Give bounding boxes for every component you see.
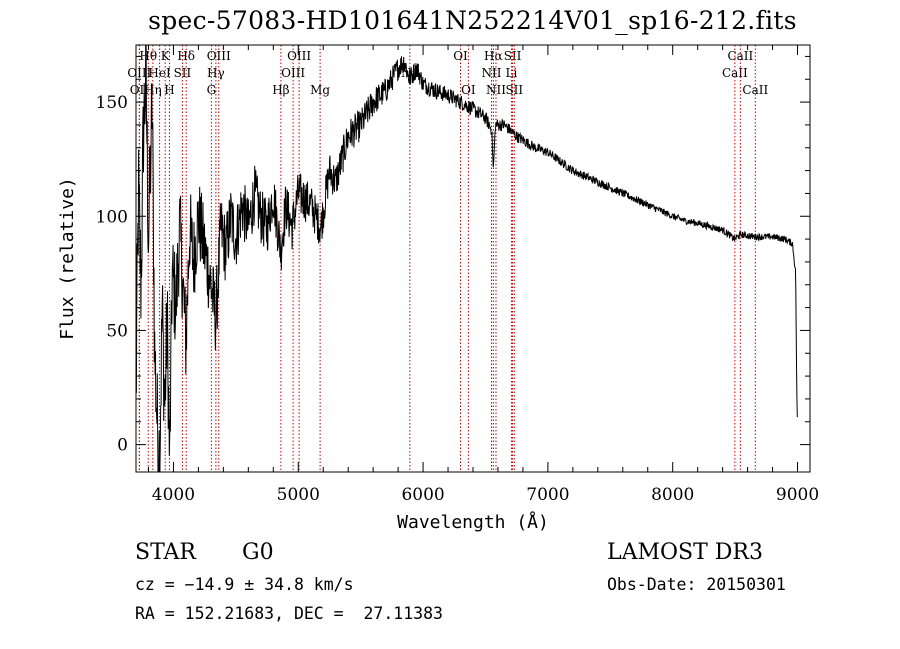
x-tick-label: 6000: [401, 485, 444, 505]
line-marker-label: Mg: [310, 83, 330, 97]
line-marker-label: Hθ: [139, 49, 157, 63]
y-tick-label: 150: [96, 93, 128, 113]
coordinates-label: RA = 152.21683, DEC = 27.11383: [135, 604, 443, 623]
x-tick-label: 9000: [776, 485, 819, 505]
x-tick-label: 4000: [152, 485, 195, 505]
axes-frame: [135, 44, 811, 473]
redshift-velocity-label: cz = −14.9 ± 34.8 km/s: [135, 575, 354, 594]
line-marker-label: Hα: [484, 49, 503, 63]
line-marker-label: Hη: [144, 83, 162, 97]
x-axis-label: Wavelength (Å): [397, 511, 549, 533]
line-marker-label: CaII: [727, 49, 753, 63]
line-marker-label: Hδ: [177, 49, 195, 63]
line-marker-label: OIII: [287, 49, 311, 63]
line-marker-label: OI: [453, 49, 468, 63]
line-marker-label: NII: [481, 66, 501, 80]
line-marker-label: CaII: [742, 83, 768, 97]
spectral-class-label: G0: [242, 540, 274, 565]
spectrum-line: [136, 45, 798, 472]
object-type-label: STAR: [135, 540, 196, 565]
line-marker-label: SII: [174, 66, 192, 80]
y-axis-label: Flux (relative): [57, 177, 78, 340]
line-marker-label: Hβ: [272, 83, 289, 97]
line-marker-label: SII: [504, 49, 522, 63]
x-tick-label: 5000: [277, 485, 320, 505]
line-marker-label: SII: [505, 83, 523, 97]
line-marker-label: G: [207, 83, 217, 97]
chart-title: spec-57083-HD101641N252214V01_sp16-212.f…: [148, 6, 797, 35]
line-marker-label: Li: [506, 66, 518, 80]
line-marker-label: OIII: [207, 49, 231, 63]
line-marker-label: K: [161, 49, 171, 63]
line-marker-label: CaII: [722, 66, 748, 80]
line-marker-label: OIII: [281, 66, 305, 80]
survey-label: LAMOST DR3: [607, 540, 763, 565]
line-marker-label: NII: [486, 83, 506, 97]
line-marker-label: Hγ: [207, 66, 225, 80]
x-tick-label: 8000: [651, 485, 694, 505]
line-marker-label: HeI: [148, 66, 171, 80]
line-marker-label: OI: [461, 83, 476, 97]
y-tick-label: 0: [117, 436, 128, 456]
line-marker-label: H: [164, 83, 174, 97]
y-tick-label: 100: [96, 207, 128, 227]
y-tick-label: 50: [106, 321, 128, 341]
observation-date-label: Obs-Date: 20150301: [607, 575, 786, 594]
x-tick-label: 7000: [526, 485, 569, 505]
